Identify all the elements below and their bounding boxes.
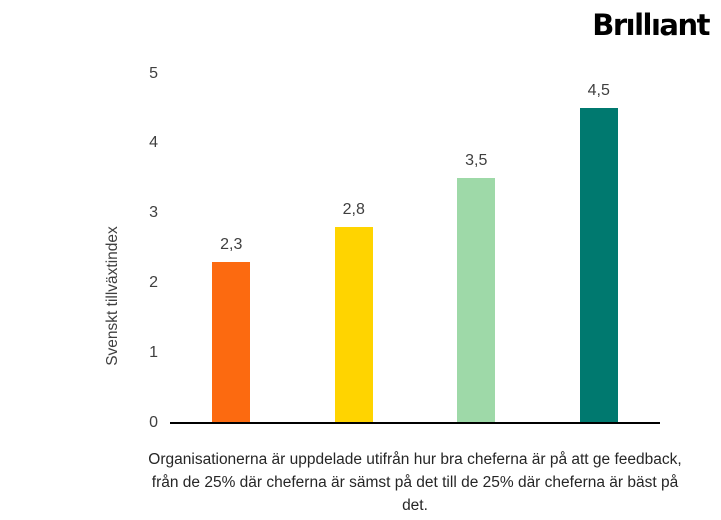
bar: [579, 108, 618, 423]
chart-caption: Organisationerna är uppdelade utifrån hu…: [148, 451, 682, 514]
bar: [334, 227, 373, 423]
y-axis-tick-label: 0: [149, 413, 158, 431]
bar-value-label: 2,3: [220, 235, 243, 253]
bar-value-label: 2,8: [342, 201, 365, 219]
bar-value-label: 3,5: [465, 152, 488, 170]
bar: [212, 261, 251, 423]
y-axis-tick-label: 3: [149, 204, 158, 222]
y-axis-tick-label: 2: [149, 273, 158, 291]
y-axis-title: Svenskt tillväxtindex: [104, 226, 121, 366]
y-axis-tick-label: 4: [149, 134, 158, 152]
bar-value-label: 4,5: [587, 82, 610, 100]
x-axis-line: [170, 422, 660, 424]
brilliant-logo: Brıllıant: [592, 8, 710, 42]
y-axis-tick-label: 1: [149, 343, 158, 361]
y-axis-tick-label: 5: [149, 64, 158, 82]
bar: [457, 178, 496, 423]
